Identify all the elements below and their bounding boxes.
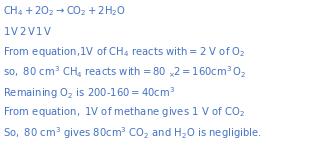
Text: $\mathrm{CH_4+2O_2 \rightarrow CO_2+2H_2O}$: $\mathrm{CH_4+2O_2 \rightarrow CO_2+2H_2… [3,4,126,18]
Text: $\mathrm{so,\ 80\ cm^3\ CH_4\ reacts\ with = 80\ _{\times}\!2 = 160cm^3\,O_2}$: $\mathrm{so,\ 80\ cm^3\ CH_4\ reacts\ wi… [3,65,246,80]
Text: $\mathrm{So,\ 80\ cm^3\ gives\ 80cm^3\ CO_2\ and\ H_2O\ is\ negligible.}$: $\mathrm{So,\ 80\ cm^3\ gives\ 80cm^3\ C… [3,125,262,141]
Text: $\mathrm{From\ equation,\ 1V\ of\ methane\ gives\ 1\ V\ of\ CO_2}$: $\mathrm{From\ equation,\ 1V\ of\ methan… [3,105,245,119]
Text: $\mathrm{1\,V\,2\,V\,1\,V}$: $\mathrm{1\,V\,2\,V\,1\,V}$ [3,25,53,37]
Text: $\mathrm{From\ equation,\!1V\ of\ CH_4\ reacts\ with = 2\ V\ of\ O_2}$: $\mathrm{From\ equation,\!1V\ of\ CH_4\ … [3,45,246,59]
Text: $\mathrm{Remaining\ O_2\ is\ 200\text{-}160 = 40cm^3}$: $\mathrm{Remaining\ O_2\ is\ 200\text{-}… [3,85,175,101]
